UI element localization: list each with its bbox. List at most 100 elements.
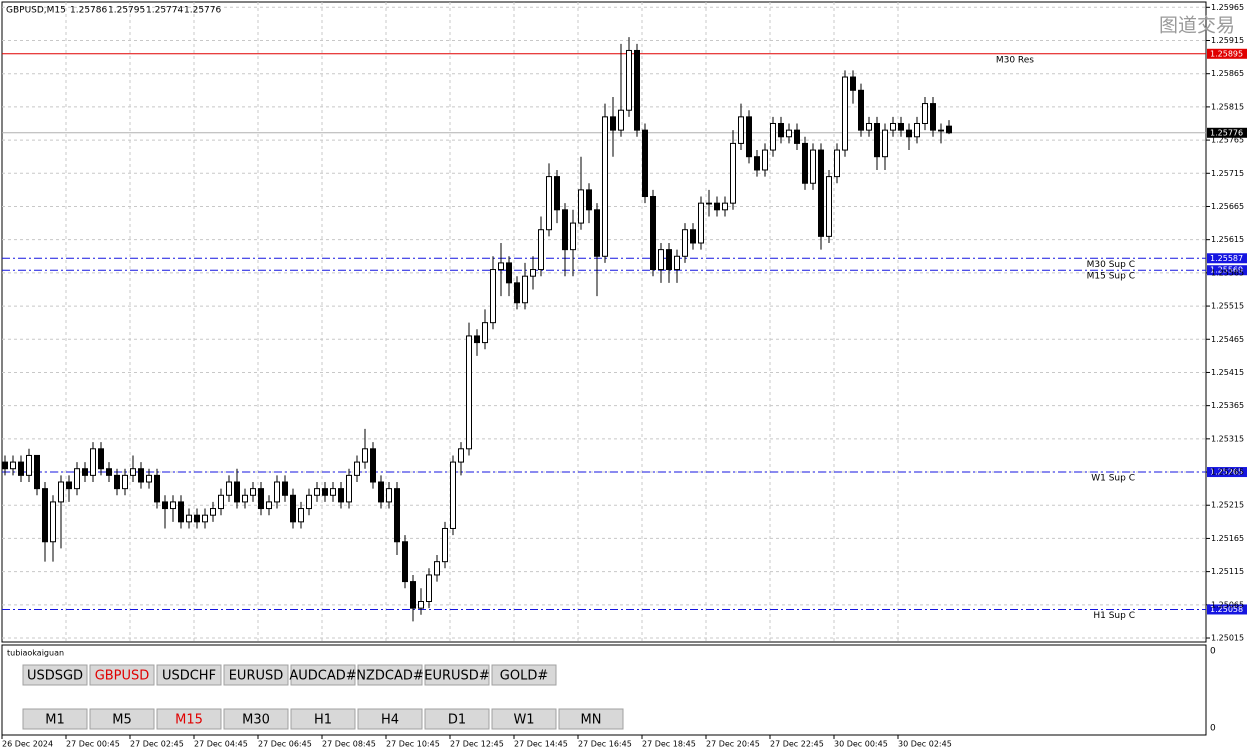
price-tag — [1207, 604, 1247, 615]
candle-body — [650, 196, 656, 271]
candle-body — [778, 122, 784, 138]
button[interactable] — [156, 664, 222, 686]
candle-body — [114, 474, 120, 490]
x-tick-label: 27 Dec 08:45 — [322, 740, 376, 749]
y-tick-label: 1.25365 — [1211, 401, 1244, 410]
candle-body — [162, 501, 168, 510]
button-label[interactable]: M15 — [175, 713, 203, 728]
candle-body — [354, 461, 360, 476]
button[interactable] — [558, 708, 624, 730]
button-label[interactable]: H1 — [314, 713, 332, 728]
candle-body — [466, 335, 472, 450]
x-tick-label: 27 Dec 00:45 — [66, 740, 120, 749]
button[interactable] — [357, 708, 423, 730]
candle-body — [330, 488, 336, 496]
candle-body — [690, 229, 696, 244]
button[interactable] — [491, 708, 557, 730]
candle-body — [202, 514, 208, 523]
button-label[interactable]: W1 — [513, 713, 534, 728]
plot-frame — [1, 1, 1207, 643]
x-tick-label: 30 Dec 00:45 — [834, 740, 888, 749]
button-label[interactable]: M5 — [112, 713, 132, 728]
candle-body — [898, 122, 904, 131]
button-label[interactable]: USDSGD — [27, 669, 83, 684]
button-label[interactable]: EURUSD# — [424, 669, 489, 684]
button[interactable] — [22, 664, 88, 686]
button-label[interactable]: GBPUSD — [95, 669, 150, 684]
candle-body — [722, 202, 728, 211]
button[interactable] — [424, 664, 490, 686]
candle-body — [226, 481, 232, 496]
candle-body — [706, 202, 712, 205]
button[interactable] — [290, 664, 356, 686]
x-tick-label: 27 Dec 12:45 — [450, 740, 504, 749]
button-label[interactable]: NZDCAD# — [356, 669, 424, 684]
indicator-scale: 0 — [1210, 724, 1216, 734]
y-tick-label: 1.25915 — [1211, 36, 1244, 45]
button-label[interactable]: MN — [581, 713, 602, 728]
y-tick-label: 1.25765 — [1211, 136, 1244, 145]
candle-body — [746, 116, 752, 158]
candle-body — [930, 103, 936, 131]
candle-body — [378, 481, 384, 503]
button-label[interactable]: H4 — [381, 713, 399, 728]
button[interactable] — [357, 664, 423, 686]
button[interactable] — [156, 708, 222, 730]
button[interactable] — [22, 708, 88, 730]
candle-body — [178, 501, 184, 523]
candle-body — [906, 129, 912, 138]
candle-body — [34, 454, 40, 490]
button[interactable] — [491, 664, 557, 686]
price-tag — [1207, 467, 1247, 478]
button[interactable] — [223, 664, 289, 686]
candle-body — [810, 149, 816, 184]
candle-body — [106, 468, 112, 476]
candle-body — [858, 89, 864, 131]
candle-body — [282, 481, 288, 496]
candle-body — [322, 488, 328, 496]
candle-body — [122, 474, 128, 490]
y-tick-label: 1.25015 — [1211, 634, 1244, 643]
button-label[interactable]: EURUSD — [229, 669, 284, 684]
candle-body — [98, 448, 104, 470]
button[interactable] — [290, 708, 356, 730]
candle-body — [802, 142, 808, 184]
button-label[interactable]: D1 — [448, 713, 466, 728]
button-label[interactable]: GOLD# — [500, 669, 548, 684]
button-label[interactable]: AUDCAD# — [289, 669, 356, 684]
button[interactable] — [89, 664, 155, 686]
candle-body — [674, 255, 680, 271]
candle-body — [370, 448, 376, 483]
candle-body — [154, 474, 160, 503]
level-name: M15 Sup C — [1087, 272, 1135, 282]
candle-body — [682, 229, 688, 257]
button[interactable] — [223, 708, 289, 730]
candle-body — [554, 176, 560, 211]
button[interactable] — [424, 708, 490, 730]
y-tick-label: 1.25565 — [1211, 268, 1244, 277]
candle-body — [770, 122, 776, 151]
symbol-label: GBPUSD,M15 — [6, 6, 66, 16]
button-label[interactable]: M30 — [242, 713, 270, 728]
button-label[interactable]: USDCHF — [162, 669, 216, 684]
candle-body — [290, 494, 296, 523]
candle-body — [474, 335, 480, 344]
button-label[interactable]: M1 — [45, 713, 65, 728]
level-name: W1 Sup C — [1091, 474, 1135, 484]
candle-body — [538, 229, 544, 271]
candle-body — [250, 488, 256, 496]
x-tick-label: 27 Dec 22:45 — [770, 740, 824, 749]
candle-body — [658, 249, 664, 271]
candle-body — [594, 209, 600, 257]
x-tick-label: 27 Dec 18:45 — [642, 740, 696, 749]
button[interactable] — [89, 708, 155, 730]
candle-body — [218, 494, 224, 510]
y-tick-label: 1.25415 — [1211, 368, 1244, 377]
price-tag — [1207, 265, 1247, 276]
x-tick-label: 27 Dec 02:45 — [130, 740, 184, 749]
x-tick-label: 27 Dec 06:45 — [258, 740, 312, 749]
candle-body — [130, 468, 136, 476]
candle-body — [842, 76, 848, 151]
y-tick-label: 1.25065 — [1211, 600, 1244, 609]
